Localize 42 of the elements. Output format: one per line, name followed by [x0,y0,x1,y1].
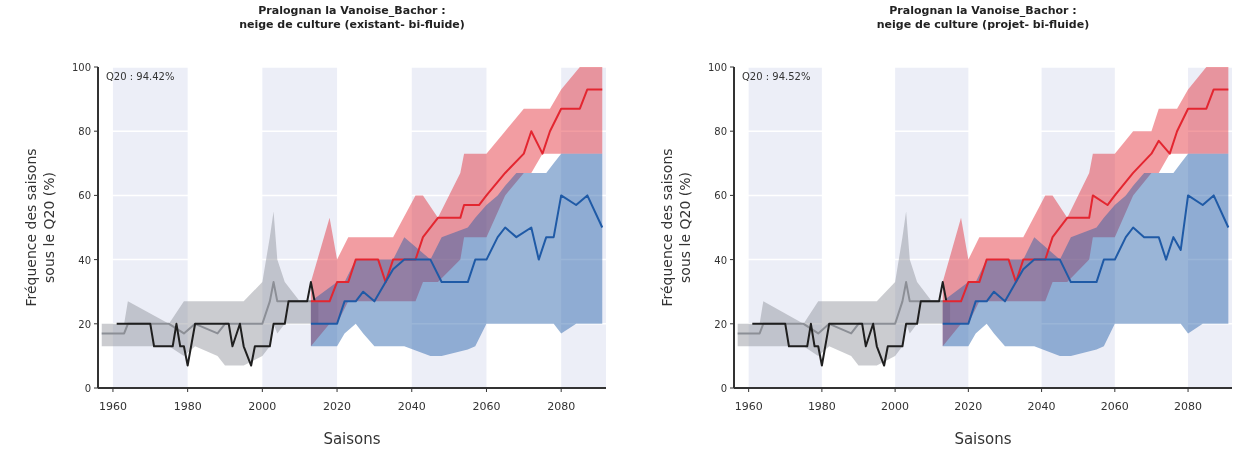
chart-subtitle: neige de culture (existant- bi-fluide) [239,18,465,31]
x-tick-label: 2080 [1174,400,1203,413]
x-tick-label: 2080 [547,400,576,413]
x-tick-label: 1960 [734,400,763,413]
chart-subtitle: neige de culture (projet- bi-fluide) [876,18,1090,31]
y-tick-label: 60 [78,190,91,202]
line-series [309,194,604,325]
annotation: Q20 : 94.52% [742,71,811,82]
x-tick-label: 1960 [98,400,127,413]
x-tick-label: 1980 [173,400,202,413]
x-tick-label: 2040 [1027,400,1056,413]
x-tick-label: 2040 [397,400,426,413]
chart-title: Pralognan la Vanoise_Bachor : [258,4,446,17]
x-tick-label: 2000 [248,400,277,413]
line-series [941,194,1230,325]
y-tick-label: 80 [78,126,91,138]
y-tick-label: 20 [78,318,91,330]
y-tick-label: 100 [71,62,91,73]
y-axis-title: Fréquence des saisons sous le Q20 (%) [659,148,693,307]
line-series [751,281,948,367]
y-axis-title: Fréquence des saisons sous le Q20 (%) [23,148,57,307]
line-series [309,88,604,303]
y-tick-label: 0 [720,383,727,394]
line-series [941,88,1230,303]
chart-title: Pralognan la Vanoise_Bachor : [889,4,1077,17]
x-tick-label: 2000 [881,400,910,413]
y-tick-label: 40 [78,254,91,266]
x-axis-title: Saisons [323,430,381,448]
line-series [115,281,316,367]
x-tick-label: 2060 [472,400,501,413]
y-tick-label: 0 [84,383,91,394]
y-tick-label: 100 [707,62,727,73]
x-tick-label: 2060 [1100,400,1129,413]
x-tick-label: 2020 [954,400,983,413]
annotation: Q20 : 94.42% [106,71,175,82]
y-tick-label: 60 [714,190,727,202]
y-tick-label: 80 [714,126,727,138]
y-tick-label: 20 [714,318,727,330]
x-axis-title: Saisons [954,430,1012,448]
y-tick-label: 40 [714,254,727,266]
x-tick-label: 2020 [323,400,352,413]
x-tick-label: 1980 [807,400,836,413]
